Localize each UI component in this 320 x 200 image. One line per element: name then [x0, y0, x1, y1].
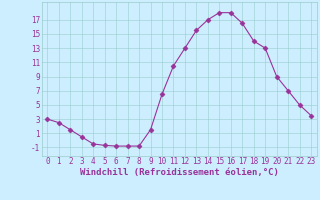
X-axis label: Windchill (Refroidissement éolien,°C): Windchill (Refroidissement éolien,°C)	[80, 168, 279, 177]
